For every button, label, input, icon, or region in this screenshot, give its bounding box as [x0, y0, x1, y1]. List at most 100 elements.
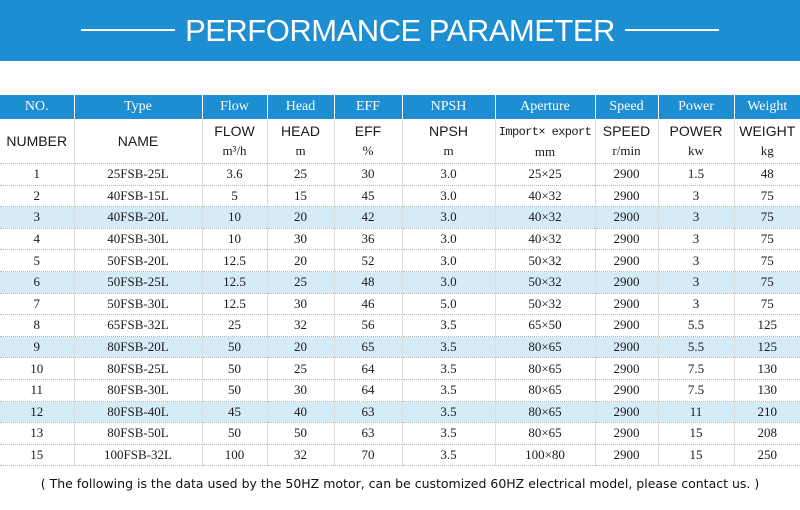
cell-flow: 5 — [201, 185, 267, 208]
cell-head: 15 — [266, 185, 334, 208]
col-header-npsh: NPSH m — [401, 119, 495, 164]
cell-npsh: 3.5 — [401, 444, 495, 467]
header-name: Import× export — [498, 125, 592, 139]
cell-npsh: 3.5 — [401, 357, 495, 380]
cell-weight: 75 — [733, 185, 800, 208]
cell-aperture: 50×32 — [494, 293, 595, 316]
cell-weight: 48 — [733, 163, 800, 186]
cell-npsh: 5.0 — [401, 293, 495, 316]
cell-aperture: 80×65 — [494, 357, 595, 380]
table-row: 11 80FSB-30L 50 30 64 3.5 80×65 2900 7.5 130 — [0, 379, 800, 402]
cell-flow: 10 — [201, 206, 267, 229]
cell-power: 1.5 — [657, 163, 734, 186]
cell-head: 50 — [266, 422, 334, 445]
cell-number: 5 — [0, 249, 74, 272]
cell-power: 15 — [657, 422, 734, 445]
cell-aperture: 65×50 — [494, 314, 595, 337]
cell-speed: 2900 — [594, 336, 658, 359]
cell-power: 3 — [657, 206, 734, 229]
cell-head: 40 — [266, 401, 334, 424]
cell-npsh: 3.5 — [401, 314, 495, 337]
cell-flow: 50 — [201, 379, 267, 402]
cell-flow: 50 — [201, 336, 267, 359]
cell-head: 32 — [266, 314, 334, 337]
cell-name: 80FSB-40L — [73, 401, 202, 424]
table-row: 4 40FSB-30L 10 30 36 3.0 40×32 2900 3 75 — [0, 228, 800, 251]
cell-flow: 12.5 — [201, 293, 267, 316]
header-name: HEAD — [281, 123, 320, 139]
col-type-power: Power — [657, 95, 734, 119]
header-name: FLOW — [214, 123, 255, 139]
cell-speed: 2900 — [594, 206, 658, 229]
cell-name: 40FSB-20L — [73, 206, 202, 229]
cell-number: 13 — [0, 422, 74, 445]
cell-eff: 64 — [333, 357, 402, 380]
cell-name: 80FSB-50L — [73, 422, 202, 445]
cell-aperture: 50×32 — [494, 271, 595, 294]
col-header-aperture: Import× export mm — [494, 119, 595, 164]
cell-number: 11 — [0, 379, 74, 402]
cell-weight: 208 — [733, 422, 800, 445]
header-name: NPSH — [429, 123, 468, 139]
cell-name: 80FSB-20L — [73, 336, 202, 359]
cell-eff: 46 — [333, 293, 402, 316]
cell-weight: 125 — [733, 314, 800, 337]
cell-name: 40FSB-30L — [73, 228, 202, 251]
cell-weight: 130 — [733, 357, 800, 380]
cell-power: 5.5 — [657, 336, 734, 359]
col-type-weight: Weight — [733, 95, 800, 119]
table-row: 5 50FSB-20L 12.5 20 52 3.0 50×32 2900 3 75 — [0, 249, 800, 272]
header-name: POWER — [669, 123, 723, 139]
cell-number: 7 — [0, 293, 74, 316]
table-name-unit-row: NUMBER NAME FLOW m³/h HEAD m EFF% NPSH m Im… — [0, 119, 800, 164]
page-title: PERFORMANCE PARAMETER — [185, 13, 615, 48]
cell-speed: 2900 — [594, 379, 658, 402]
cell-head: 20 — [266, 206, 334, 229]
table-row: 7 50FSB-30L 12.5 30 46 5.0 50×32 2900 3 75 — [0, 293, 800, 316]
table-body: 1 25FSB-25L 3.6 25 30 3.0 25×25 2900 1.5 48 2 40FSB… — [0, 163, 800, 467]
banner-divider-left — [81, 29, 175, 31]
cell-name: 40FSB-15L — [73, 185, 202, 208]
cell-flow: 10 — [201, 228, 267, 251]
cell-number: 1 — [0, 163, 74, 186]
cell-eff: 65 — [333, 336, 402, 359]
table-row: 6 50FSB-25L 12.5 25 48 3.0 50×32 2900 3 75 — [0, 271, 800, 294]
cell-head: 32 — [266, 444, 334, 467]
cell-power: 7.5 — [657, 379, 734, 402]
cell-weight: 75 — [733, 249, 800, 272]
cell-number: 3 — [0, 206, 74, 229]
cell-npsh: 3.5 — [401, 422, 495, 445]
cell-flow: 12.5 — [201, 249, 267, 272]
banner-divider-right — [625, 29, 719, 31]
cell-flow: 45 — [201, 401, 267, 424]
header-unit: m — [443, 143, 454, 158]
cell-aperture: 40×32 — [494, 228, 595, 251]
cell-aperture: 40×32 — [494, 185, 595, 208]
table-row: 3 40FSB-20L 10 20 42 3.0 40×32 2900 3 75 — [0, 206, 800, 229]
table-row: 15 100FSB-32L 100 32 70 3.5 100×80 2900 15 250 — [0, 444, 800, 467]
col-header-name: NAME — [73, 119, 202, 164]
cell-power: 3 — [657, 293, 734, 316]
col-type-flow: Flow — [201, 95, 267, 119]
cell-name: 50FSB-30L — [73, 293, 202, 316]
col-header-flow: FLOW m³/h — [201, 119, 267, 164]
performance-table: NO. Type Flow Head EFF NPSH Aperture Spe… — [0, 95, 800, 467]
cell-weight: 125 — [733, 336, 800, 359]
header-name: NAME — [117, 132, 159, 149]
cell-weight: 250 — [733, 444, 800, 467]
cell-flow: 100 — [201, 444, 267, 467]
col-type-eff: EFF — [333, 95, 402, 119]
cell-speed: 2900 — [594, 293, 658, 316]
col-type-head: Head — [266, 95, 334, 119]
cell-number: 12 — [0, 401, 74, 424]
cell-name: 100FSB-32L — [73, 444, 202, 467]
table-row: 2 40FSB-15L 5 15 45 3.0 40×32 2900 3 75 — [0, 185, 800, 208]
header-name: WEIGHT — [739, 123, 796, 139]
title-banner: PERFORMANCE PARAMETER — [0, 0, 800, 61]
cell-eff: 64 — [333, 379, 402, 402]
cell-flow: 3.6 — [201, 163, 267, 186]
cell-power: 3 — [657, 249, 734, 272]
cell-eff: 45 — [333, 185, 402, 208]
cell-name: 65FSB-32L — [73, 314, 202, 337]
col-header-head: HEAD m — [266, 119, 334, 164]
